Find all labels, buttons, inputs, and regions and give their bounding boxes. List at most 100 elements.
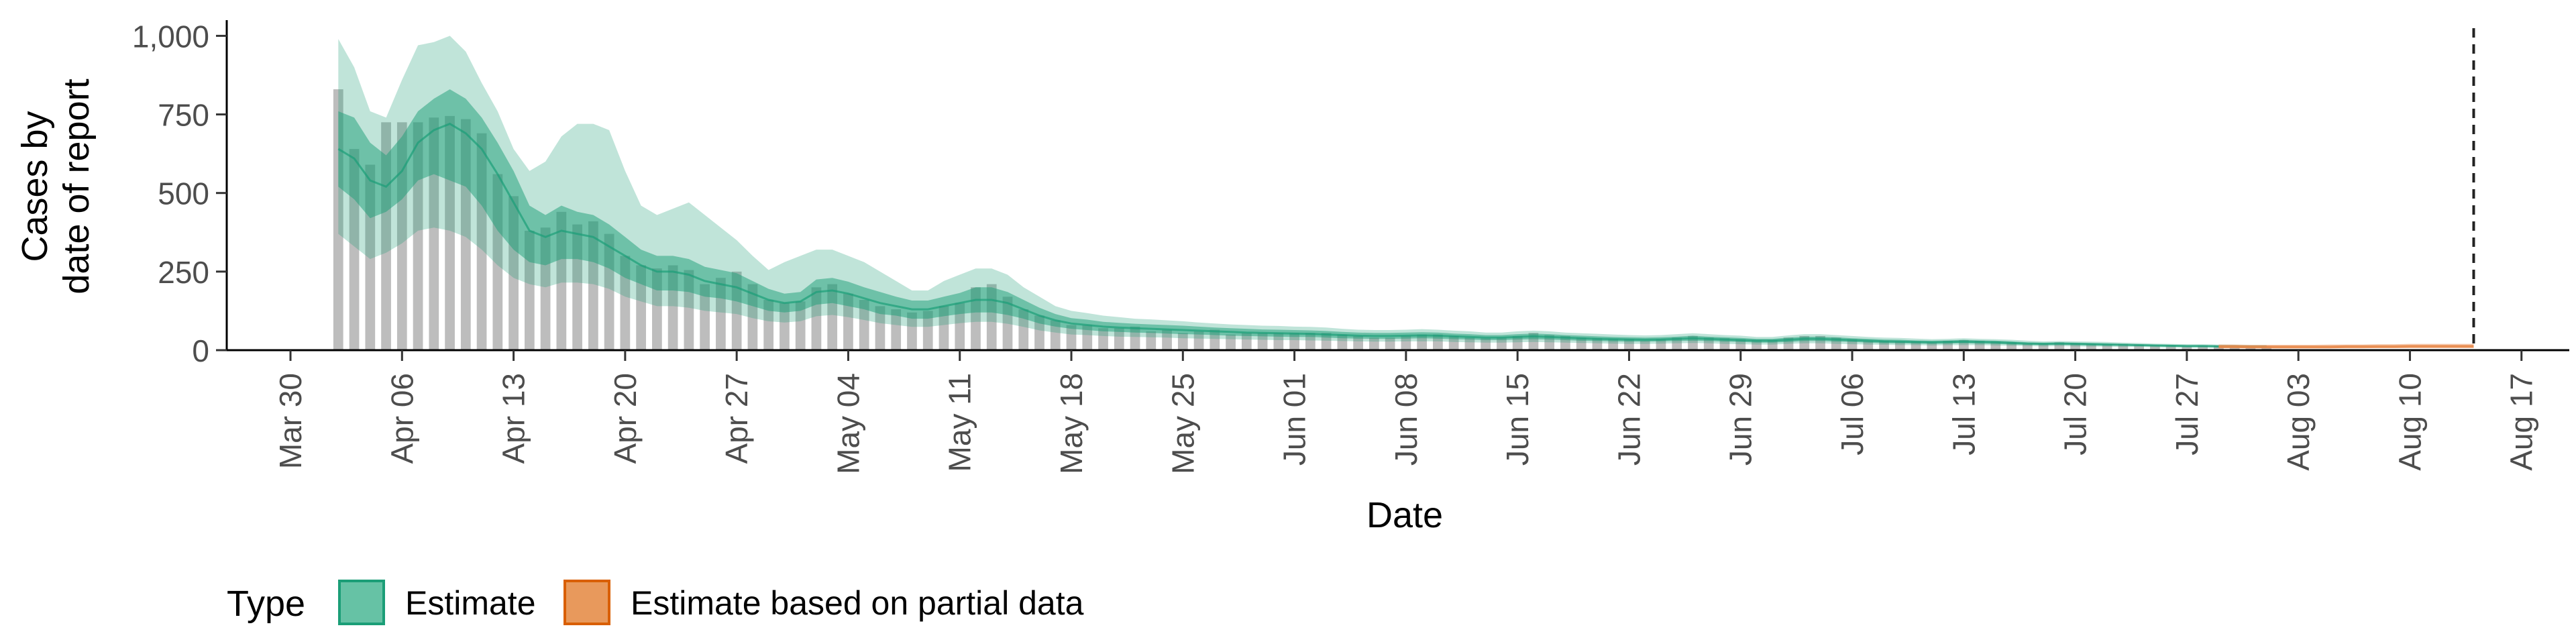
case-bar — [1226, 334, 1236, 350]
case-bar — [1863, 340, 1874, 350]
legend-label-estimate: Estimate — [405, 584, 536, 622]
case-bar — [1034, 315, 1044, 350]
x-tick-label: Apr 27 — [719, 373, 754, 464]
case-bar — [938, 306, 949, 350]
case-bar — [1066, 325, 1077, 350]
case-bar — [1353, 335, 1363, 350]
case-bar — [620, 256, 631, 350]
plot-area — [333, 28, 2475, 351]
y-tick-label: 0 — [192, 333, 209, 368]
case-bar — [1624, 339, 1634, 350]
case-bar — [1894, 341, 1905, 350]
x-tick-label: Apr 20 — [608, 373, 643, 464]
case-bar — [1608, 339, 1619, 350]
partial-median-line — [2218, 345, 2474, 349]
case-bar — [1193, 331, 1204, 350]
case-bar — [1273, 333, 1284, 350]
case-bar — [1369, 337, 1379, 350]
case-bar — [2054, 342, 2065, 350]
y-tick-label: 750 — [158, 98, 209, 133]
case-bar — [1257, 333, 1268, 350]
case-bar — [1640, 340, 1650, 350]
case-bar — [429, 117, 439, 350]
x-tick-label: May 04 — [830, 373, 865, 474]
case-bar — [2038, 343, 2049, 350]
case-bar — [1177, 333, 1188, 350]
case-bar — [843, 293, 853, 350]
y-tick-label: 1,000 — [132, 19, 209, 54]
x-tick-label: Jul 20 — [2058, 373, 2093, 455]
case-bar — [1241, 333, 1252, 350]
y-axis-label-line-2: date of report — [56, 78, 97, 294]
x-tick-label: Jun 22 — [1611, 373, 1646, 466]
case-bar — [2086, 343, 2096, 350]
case-bar — [1305, 333, 1316, 350]
case-bar — [1656, 339, 1666, 350]
case-bar — [700, 284, 710, 350]
x-tick-label: May 11 — [943, 373, 977, 472]
legend-label-partial: Estimate based on partial data — [631, 584, 1084, 622]
case-bar — [1114, 328, 1124, 350]
case-bar — [780, 303, 790, 350]
case-bar — [763, 300, 774, 350]
x-tick-label: Mar 30 — [273, 373, 308, 469]
x-tick-label: May 18 — [1054, 373, 1089, 474]
case-bar — [1464, 337, 1475, 350]
y-axis-ticks: 0 250 500 750 1,000 — [132, 19, 227, 368]
case-bar — [2102, 344, 2112, 350]
case-bar — [1289, 333, 1299, 350]
x-axis-ticks: Mar 30 Apr 06 Apr 13 Apr 20 Apr 27 May 04 May … — [273, 350, 2539, 474]
case-bar — [859, 300, 869, 350]
legend: Type Estimate Estimate based on partial … — [227, 580, 1084, 625]
legend-title: Type — [227, 584, 305, 624]
case-bar — [2198, 345, 2208, 350]
case-bar — [636, 265, 646, 350]
x-tick-label: Apr 13 — [496, 373, 531, 464]
x-tick-label: Jul 27 — [2169, 373, 2204, 455]
case-bar — [1417, 334, 1427, 350]
case-bar — [1592, 338, 1603, 350]
y-tick-label: 500 — [158, 176, 209, 211]
x-tick-label: Aug 10 — [2392, 373, 2427, 471]
case-bar — [2006, 342, 2017, 350]
estimate-ribbons — [337, 36, 2474, 349]
case-bar — [1162, 329, 1172, 350]
x-tick-label: Jun 01 — [1277, 373, 1312, 466]
case-bar — [1337, 334, 1348, 350]
x-axis-label: Date — [1366, 495, 1443, 535]
case-bar — [1385, 337, 1395, 350]
case-bar — [922, 311, 933, 350]
x-tick-label: Jun 29 — [1723, 373, 1758, 466]
case-bar — [795, 301, 806, 350]
y-axis-label-line-1: Cases by — [15, 111, 55, 262]
legend-swatch-estimate — [338, 580, 385, 625]
x-tick-label: May 25 — [1165, 373, 1200, 474]
case-bar — [2134, 344, 2144, 350]
case-bar — [891, 309, 902, 350]
estimate-outer-band — [338, 36, 2267, 348]
x-tick-label: Apr 06 — [384, 373, 419, 464]
case-bar — [1448, 335, 1459, 350]
case-bar — [2070, 343, 2080, 350]
case-bar — [1098, 328, 1108, 350]
case-bar — [1146, 331, 1157, 350]
x-tick-label: Jul 13 — [1946, 373, 1981, 455]
case-bar — [1050, 320, 1061, 350]
case-bar — [2214, 345, 2224, 350]
x-tick-label: Aug 17 — [2504, 373, 2539, 471]
case-bar — [2022, 343, 2033, 350]
x-tick-label: Jun 08 — [1389, 373, 1424, 466]
case-bar — [1401, 335, 1411, 350]
case-bar — [1018, 309, 1029, 350]
x-tick-label: Jun 15 — [1500, 373, 1535, 466]
axes: 0 250 500 750 1,000 Mar 30 Apr 06 Apr 13 Apr 20… — [132, 19, 2569, 474]
x-tick-label: Aug 03 — [2281, 373, 2316, 471]
case-bar — [2150, 345, 2160, 350]
estimate-median-line — [337, 122, 2267, 348]
case-bar — [2182, 346, 2192, 350]
x-tick-label: Jul 06 — [1835, 373, 1870, 455]
case-bar — [1927, 342, 1937, 350]
case-bar — [875, 306, 885, 350]
case-bar — [1481, 338, 1491, 350]
